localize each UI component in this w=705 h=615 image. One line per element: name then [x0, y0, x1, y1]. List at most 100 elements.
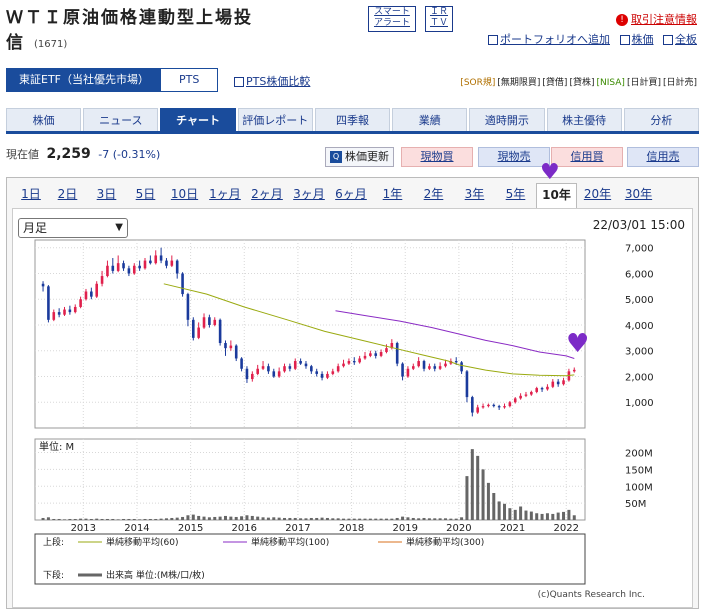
add-portfolio-link[interactable]: ポートフォリオへ追加 [488, 33, 610, 46]
volume-bar [170, 517, 174, 520]
period-tab[interactable]: 6ヶ月 [335, 187, 367, 201]
candle-body [428, 366, 431, 369]
volume-bar [535, 513, 539, 520]
year-tick-label: 2015 [178, 523, 203, 534]
candle-body [508, 402, 512, 407]
ir-tv-button[interactable]: ＩＲ ＴＶ [425, 6, 453, 32]
cash-buy-button[interactable]: 現物買 [401, 147, 473, 167]
period-tab[interactable]: 10日 [170, 187, 199, 201]
legend-series-label: 単純移動平均(100) [251, 536, 329, 548]
tab-stock-price[interactable]: 株価 [6, 108, 82, 131]
candle-body [352, 361, 356, 363]
candle-body [476, 407, 479, 413]
volume-bar [551, 513, 555, 520]
candle-body [299, 361, 302, 364]
market-primary-tab[interactable]: 東証ETF（当社優先市場） [7, 69, 161, 91]
cash-sell-button[interactable]: 現物売 [478, 147, 550, 167]
candle-body [277, 371, 281, 377]
year-tick-label: 2013 [71, 523, 96, 534]
badge-sor: [SOR規] [460, 78, 496, 88]
candle-body [127, 268, 131, 274]
period-tab[interactable]: 2ヶ月 [251, 187, 283, 201]
candle-body [535, 388, 539, 392]
margin-buy-button[interactable]: 信用買 [551, 147, 623, 167]
candle-body [481, 406, 485, 408]
stock-price-link[interactable]: 株価 [619, 33, 654, 46]
period-tab[interactable]: 1年 [382, 187, 403, 201]
tab-shikiho[interactable]: 四季報 [314, 108, 391, 131]
candle-body [320, 373, 324, 378]
market-pts-tab[interactable]: PTS [161, 69, 218, 91]
badge-daytrade-buy: [日計買] [626, 78, 661, 88]
candle-body [572, 369, 576, 372]
period-tab[interactable]: 1日 [21, 187, 41, 201]
volume-bar [519, 506, 523, 520]
tab-shareholder-benefits[interactable]: 株主優待 [546, 108, 622, 131]
price-change: -7 [98, 148, 110, 161]
period-tab[interactable]: 10年 [536, 183, 577, 209]
volume-bar [245, 515, 249, 520]
legend-series-label: 単純移動平均(60) [106, 536, 178, 548]
volume-bar [57, 518, 61, 520]
volume-bar [202, 516, 206, 520]
portfolio-icon [488, 35, 498, 45]
volume-plot-frame [34, 438, 586, 521]
margin-sell-button[interactable]: 信用売 [627, 147, 699, 167]
volume-bar [46, 517, 50, 520]
period-tab[interactable]: 2日 [57, 187, 78, 201]
period-tab[interactable]: 3日 [96, 187, 117, 201]
fund-title-line2: 信 [6, 33, 23, 53]
refresh-icon: Q [330, 151, 342, 163]
interval-select[interactable]: 月足 ▼ [18, 218, 128, 238]
volume-bar [266, 517, 270, 520]
volume-bar [567, 509, 571, 520]
trading-warning-link[interactable]: ! 取引注意情報 [616, 11, 697, 27]
tab-disclosure[interactable]: 適時開示 [469, 108, 545, 131]
price-tick-label: 1,000 [625, 398, 654, 409]
full-board-link[interactable]: 全板 [663, 33, 697, 46]
tab-news[interactable]: ニュース [83, 108, 159, 131]
fund-title: ＷＴＩ原油価格連動型上場投 [6, 8, 253, 28]
heart-icon: ♥ [540, 160, 560, 185]
volume-bar [288, 517, 292, 520]
refresh-price-button[interactable]: Q 株価更新 [325, 147, 394, 167]
volume-bar [508, 508, 512, 520]
smart-alert-button[interactable]: スマート アラート [368, 6, 416, 32]
candle-body [52, 312, 56, 320]
volume-bar [562, 511, 566, 520]
period-tab[interactable]: 30年 [624, 187, 653, 201]
candle-body [154, 255, 158, 264]
volume-bar [460, 517, 464, 520]
pts-compare-link[interactable]: PTS株価比較 [234, 73, 310, 89]
volume-bar [154, 518, 158, 520]
period-tab[interactable]: 20年 [583, 187, 612, 201]
candle-body [460, 362, 463, 372]
chart-credit: (c)Quants Research Inc. [537, 590, 645, 600]
period-tab[interactable]: 3年 [464, 187, 485, 201]
volume-bar [309, 517, 313, 520]
period-tab[interactable]: 1ヶ月 [209, 187, 241, 201]
volume-unit-label: 単位: M [39, 440, 74, 453]
candle-body [186, 294, 190, 320]
tab-rating-report[interactable]: 評価レポート [237, 108, 313, 131]
main-tabs: 株価 ニュース チャート 評価レポート 四季報 業績 適時開示 株主優待 分析 [6, 108, 699, 134]
volume-bar [470, 449, 474, 520]
period-tab[interactable]: 5年 [505, 187, 526, 201]
price-label: 現在値 [6, 148, 39, 161]
period-tab[interactable]: 3ヶ月 [293, 187, 325, 201]
volume-bar [95, 518, 99, 520]
market-selector: 東証ETF（当社優先市場） PTS [6, 68, 219, 92]
tab-analysis[interactable]: 分析 [623, 108, 699, 131]
volume-bar [63, 519, 67, 520]
volume-bar [438, 518, 442, 520]
current-price: 2,259 [46, 146, 91, 162]
volume-bar [272, 517, 276, 520]
period-tab[interactable]: 5日 [135, 187, 156, 201]
volume-bar [229, 516, 233, 520]
tab-earnings[interactable]: 業績 [392, 108, 468, 131]
period-tab[interactable]: 2年 [423, 187, 444, 201]
fund-code: (1671) [34, 39, 68, 50]
volume-bar [122, 518, 126, 520]
tab-chart[interactable]: チャート [160, 108, 236, 131]
